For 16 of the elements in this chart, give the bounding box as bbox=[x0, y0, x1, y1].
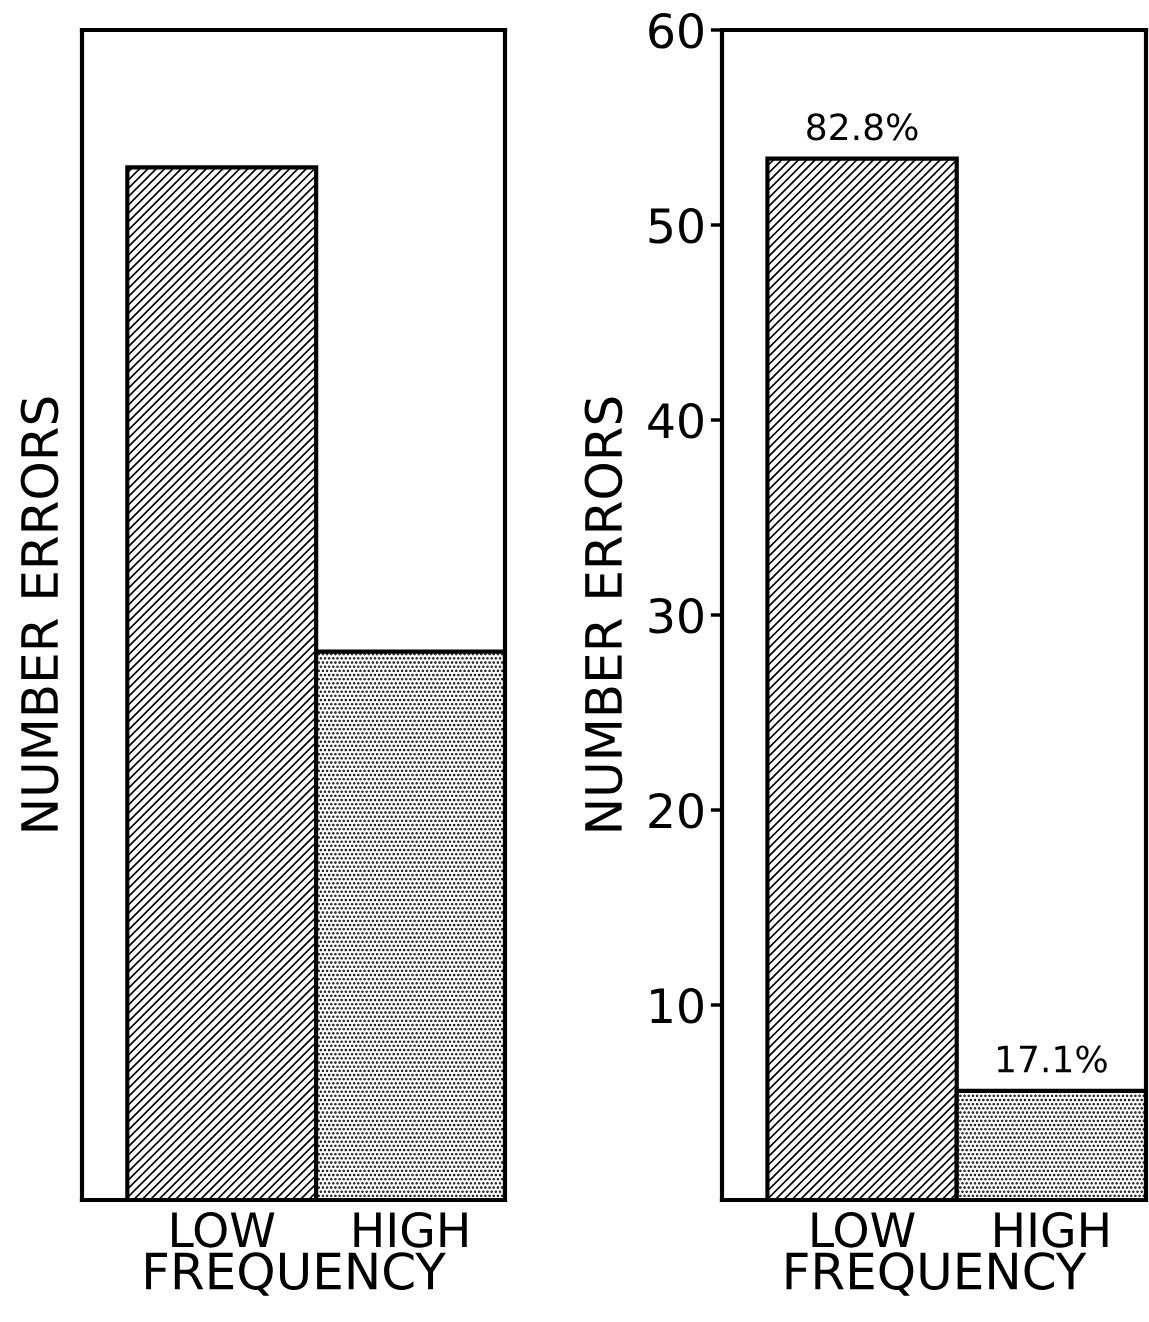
y-axis-title: NUMBER ERRORS bbox=[584, 397, 623, 831]
x-axis-title: FREQUENCY bbox=[786, 1252, 1087, 1296]
x-tick-label: HIGH bbox=[354, 1211, 467, 1248]
y-tick-label: 60 bbox=[649, 12, 703, 49]
y-tick-label: 30 bbox=[649, 597, 703, 634]
annotation: 17.1% bbox=[997, 1045, 1107, 1073]
x-tick-label: LOW bbox=[812, 1211, 915, 1248]
y-axis-title: NUMBER ERRORS bbox=[20, 397, 59, 831]
x-tick-label: LOW bbox=[172, 1211, 275, 1248]
x-axis-title: FREQUENCY bbox=[146, 1252, 446, 1296]
annotation: 82.8% bbox=[807, 113, 918, 141]
y-tick-label: 10 bbox=[651, 987, 703, 1024]
y-tick-label: 50 bbox=[649, 207, 703, 244]
y-tick-label: 40 bbox=[648, 402, 703, 439]
x-tick-label: HIGH bbox=[995, 1211, 1108, 1248]
y-tick-label: 20 bbox=[649, 792, 703, 829]
